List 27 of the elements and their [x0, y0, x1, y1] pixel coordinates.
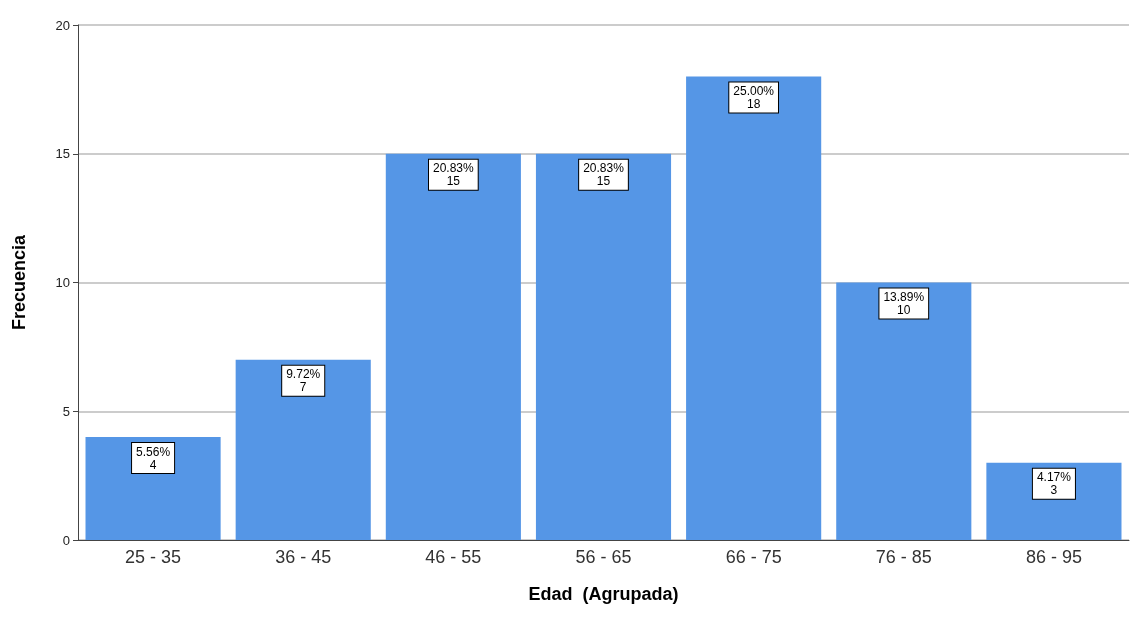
bar — [836, 282, 972, 540]
y-tick-label: 0 — [62, 532, 70, 548]
data-label: 13.89% 10 — [883, 290, 925, 317]
data-label: 4.17% 3 — [1036, 470, 1072, 498]
data-label: 20.83% 15 — [583, 161, 625, 189]
y-axis-title: Frecuencia — [9, 233, 29, 331]
y-tick-label: 20 — [55, 17, 70, 33]
y-tick-label: 5 — [62, 403, 70, 419]
y-tick-label: 15 — [55, 146, 70, 162]
data-label: 25.00% 18 — [733, 84, 775, 111]
x-axis-title: Edad (Agrupada) — [528, 584, 679, 604]
bar — [85, 437, 221, 540]
bar — [535, 153, 672, 540]
data-label: 9.72% 7 — [286, 367, 321, 395]
x-tick-label: 76 - 85 — [875, 547, 932, 567]
data-label: 5.56% 4 — [136, 444, 171, 472]
bar — [235, 359, 371, 540]
x-tick-label: 66 - 75 — [725, 547, 782, 567]
x-tick-label: 86 - 95 — [1025, 547, 1082, 567]
y-tick-label: 10 — [55, 275, 70, 290]
x-tick-label: 25 - 35 — [125, 547, 182, 567]
x-tick-label: 56 - 65 — [575, 547, 632, 567]
data-label: 20.83% 15 — [433, 161, 475, 189]
x-tick-label: 46 - 55 — [425, 547, 482, 567]
bar — [686, 76, 822, 540]
bar — [385, 153, 521, 540]
x-tick-label: 36 - 45 — [275, 547, 332, 567]
